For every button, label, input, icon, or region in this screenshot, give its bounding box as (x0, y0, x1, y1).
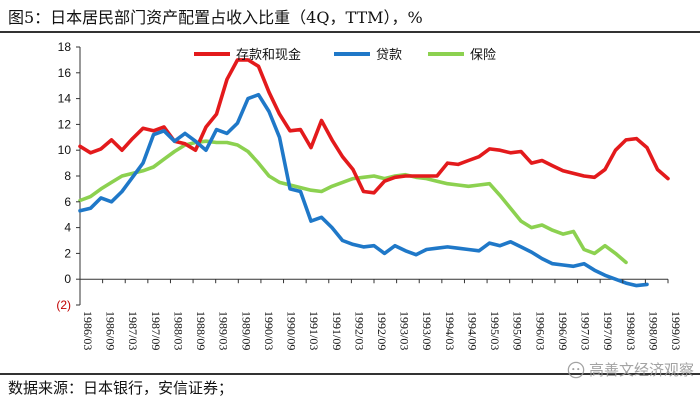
y-tick-label: 14 (58, 92, 72, 106)
x-tick-label: 1990/09 (285, 311, 299, 350)
watermark: 高善文经济观察 (567, 359, 694, 380)
legend-label: 贷款 (376, 48, 402, 63)
y-tick-label: 12 (58, 117, 72, 131)
title-divider (0, 31, 700, 33)
x-tick-label: 1986/09 (104, 311, 118, 350)
x-tick-label: 1997/03 (579, 311, 593, 350)
x-tick-label: 1998/03 (624, 311, 638, 350)
y-tick-label: 18 (58, 40, 72, 54)
source-note: 数据来源：日本银行，安信证券； (8, 379, 234, 397)
wechat-icon (567, 361, 585, 378)
x-tick-label: 1993/03 (398, 311, 412, 350)
x-tick-label: 1999/03 (669, 311, 683, 350)
y-tick-label: 0 (64, 272, 71, 286)
x-tick-label: 1993/09 (420, 311, 434, 350)
y-tick-label: 2 (64, 246, 71, 260)
x-tick-label: 1996/03 (533, 311, 547, 350)
x-tick-label: 1989/03 (217, 311, 231, 350)
y-tick-label: 10 (58, 143, 72, 157)
x-tick-label: 1987/09 (149, 311, 163, 350)
figure-title: 图5：日本居民部门资产配置占收入比重（4Q，TTM），% (8, 8, 423, 27)
y-tick-label: 8 (64, 169, 71, 183)
y-tick-label: 16 (58, 66, 72, 80)
x-tick-label: 1988/09 (194, 311, 208, 350)
legend-label: 保险 (470, 48, 496, 63)
y-tick-label: 6 (64, 195, 71, 209)
x-tick-label: 1994/09 (465, 311, 479, 350)
x-tick-label: 1986/03 (81, 311, 95, 350)
x-tick-label: 1998/09 (646, 311, 660, 350)
x-tick-label: 1992/09 (375, 311, 389, 350)
x-tick-label: 1990/03 (262, 311, 276, 350)
x-tick-label: 1991/09 (330, 311, 344, 350)
x-tick-label: 1997/09 (601, 311, 615, 350)
x-tick-label: 1988/03 (171, 311, 185, 350)
insurance-line (78, 139, 628, 265)
x-tick-label: 1996/09 (556, 311, 570, 350)
deposits-line (78, 58, 670, 195)
x-tick-label: 1991/03 (307, 311, 321, 350)
x-tick-label: 1987/03 (126, 311, 140, 350)
loans-line (78, 92, 649, 288)
x-tick-label: 1995/03 (488, 311, 502, 350)
x-tick-label: 1989/09 (239, 311, 253, 350)
legend-label: 存款和现金 (236, 47, 301, 63)
y-tick-label: (2) (56, 298, 71, 312)
x-tick-label: 1995/09 (511, 311, 525, 350)
y-tick-label: 4 (64, 221, 71, 235)
x-tick-label: 1994/03 (443, 311, 457, 350)
source-divider (0, 373, 700, 375)
watermark-text: 高善文经济观察 (588, 361, 694, 379)
x-tick-label: 1992/03 (352, 311, 366, 350)
